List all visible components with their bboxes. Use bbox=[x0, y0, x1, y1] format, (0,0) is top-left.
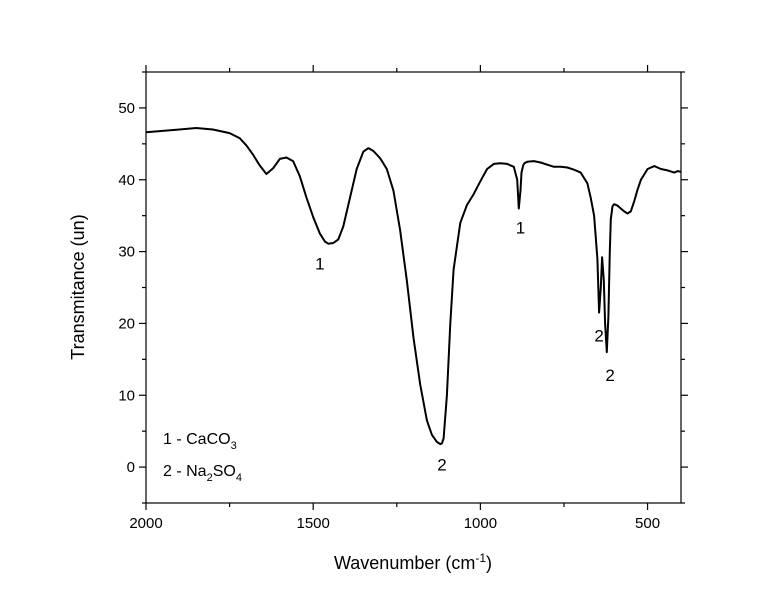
peak-label: 1 bbox=[516, 219, 525, 238]
y-axis-title: Transmitance (un) bbox=[68, 214, 88, 359]
legend: 1 - CaCO3 2 - Na2SO4 bbox=[163, 431, 242, 484]
x-tick-label: 500 bbox=[635, 515, 660, 532]
peak-label: 2 bbox=[594, 326, 603, 345]
x-axis-title: Wavenumber (cm-1) bbox=[334, 551, 492, 573]
y-tick-label: 50 bbox=[118, 100, 135, 117]
legend-entry: 1 - CaCO3 bbox=[163, 431, 237, 452]
series-line bbox=[145, 127, 682, 446]
y-tick-label: 10 bbox=[118, 387, 135, 404]
peak-label: 1 bbox=[315, 255, 324, 274]
x-tick-label: 2000 bbox=[129, 515, 162, 532]
x-axis-ticks: 2000 1500 1000 500 bbox=[129, 65, 660, 532]
legend-entry: 2 - Na2SO4 bbox=[163, 463, 242, 484]
x-tick-label: 1500 bbox=[297, 515, 330, 532]
peak-label: 2 bbox=[605, 366, 614, 385]
peak-labels: 1 2 1 2 2 bbox=[315, 219, 615, 475]
y-tick-label: 30 bbox=[118, 244, 135, 261]
y-tick-label: 0 bbox=[127, 459, 135, 476]
peak-label: 2 bbox=[437, 456, 446, 475]
x-tick-label: 1000 bbox=[464, 515, 497, 532]
y-tick-label: 40 bbox=[118, 172, 135, 189]
y-axis-ticks: 0 10 20 30 40 50 bbox=[118, 71, 688, 504]
y-tick-label: 20 bbox=[118, 315, 135, 332]
